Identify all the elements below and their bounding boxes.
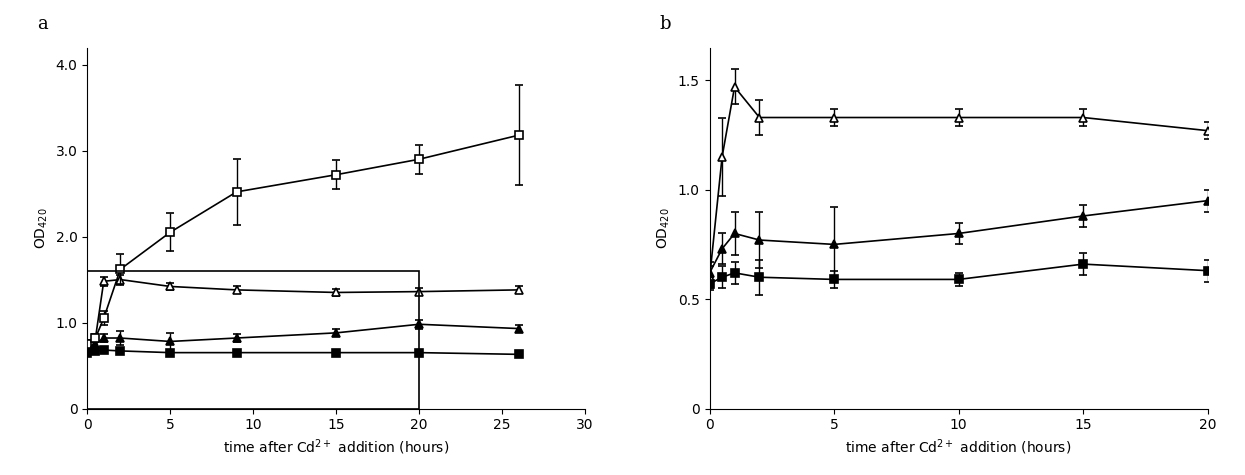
Y-axis label: OD$_{420}$: OD$_{420}$	[34, 207, 50, 249]
X-axis label: time after Cd$^{2+}$ addition (hours): time after Cd$^{2+}$ addition (hours)	[845, 438, 1072, 457]
Y-axis label: OD$_{420}$: OD$_{420}$	[656, 207, 672, 249]
X-axis label: time after Cd$^{2+}$ addition (hours): time after Cd$^{2+}$ addition (hours)	[223, 438, 449, 457]
Text: b: b	[660, 15, 671, 33]
Text: a: a	[37, 15, 49, 33]
Bar	[87, 271, 420, 408]
